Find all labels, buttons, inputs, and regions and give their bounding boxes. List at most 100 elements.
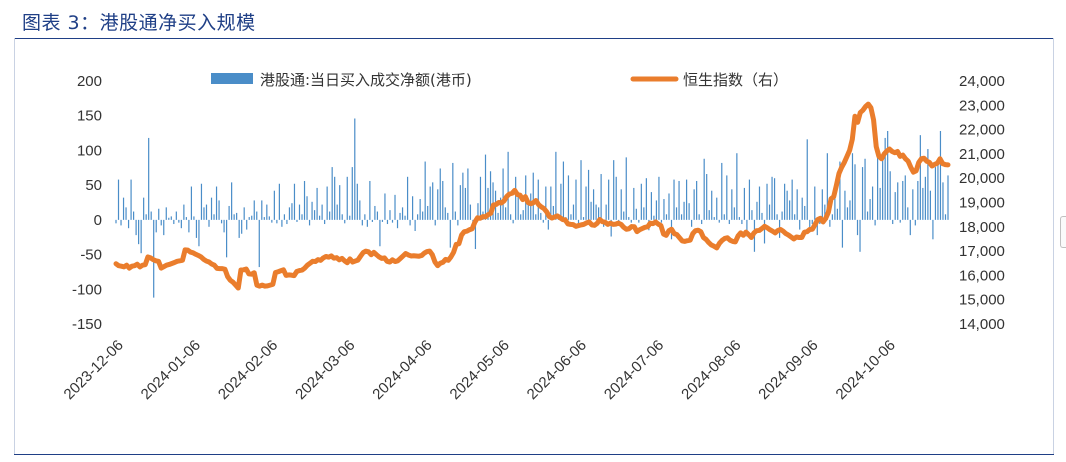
net-buy-bar <box>231 182 233 220</box>
net-buy-bar <box>572 204 575 220</box>
net-buy-bar <box>205 204 208 220</box>
net-buy-bar <box>552 205 554 220</box>
net-buy-bar <box>947 175 949 220</box>
x-tick-label: 2024-06-06 <box>524 337 590 403</box>
net-buy-bar <box>522 210 524 220</box>
net-buy-bar <box>668 193 670 220</box>
net-buy-bar <box>429 186 431 220</box>
net-buy-bar <box>316 187 318 220</box>
net-buy-bar <box>711 190 713 220</box>
net-buy-bar <box>623 211 625 220</box>
net-buy-bar <box>512 219 514 224</box>
net-buy-bar <box>721 162 723 220</box>
net-buy-bar <box>932 219 934 240</box>
net-buy-bar <box>261 200 263 220</box>
y-right-tick-label: 16,000 <box>959 267 1005 284</box>
net-buy-bars <box>115 118 949 298</box>
net-buy-bar <box>640 183 642 220</box>
net-buy-bar <box>929 190 931 220</box>
net-buy-bar <box>680 214 683 220</box>
net-buy-bar <box>474 219 477 250</box>
net-buy-bar <box>580 160 582 220</box>
net-buy-bar <box>912 189 914 220</box>
net-buy-bar <box>884 137 886 220</box>
net-buy-bar <box>728 219 730 225</box>
net-buy-bar <box>424 161 426 220</box>
net-buy-bar <box>806 139 808 220</box>
net-buy-bar <box>168 217 170 220</box>
net-buy-bar <box>175 211 177 220</box>
net-buy-bar <box>836 208 838 220</box>
net-buy-bar <box>220 219 223 224</box>
net-buy-bar <box>620 189 622 220</box>
net-buy-bar <box>339 185 341 220</box>
net-buy-bar <box>851 153 854 220</box>
net-buy-bar <box>115 219 117 224</box>
net-buy-bar <box>831 214 833 220</box>
net-buy-bar <box>366 219 368 227</box>
net-buy-bar <box>796 189 798 220</box>
net-buy-bar <box>291 203 293 220</box>
net-buy-bar <box>919 135 921 220</box>
x-tick-label: 2024-04-06 <box>369 337 435 403</box>
net-buy-bar <box>866 211 869 220</box>
net-buy-bar <box>122 197 125 220</box>
net-buy-bar <box>417 214 419 220</box>
net-buy-bar <box>610 219 612 237</box>
net-buy-bar <box>756 201 758 220</box>
net-buy-bar <box>726 175 728 220</box>
net-buy-bar <box>238 219 240 238</box>
scrollbar-handle[interactable] <box>1060 216 1066 248</box>
net-buy-bar <box>160 219 162 226</box>
net-buy-bar <box>195 219 198 238</box>
x-tick-label: 2024-05-06 <box>447 337 513 403</box>
net-buy-bar <box>587 169 590 220</box>
net-buy-bar <box>663 199 665 220</box>
net-buy-bar <box>665 214 668 220</box>
y-axis-right: 24,000 23,000 22,000 21,000 20,000 19,000 18,0… <box>959 73 1005 333</box>
net-buy-bar <box>361 219 363 226</box>
net-buy-bar <box>824 204 826 220</box>
net-buy-bar <box>236 212 238 220</box>
net-buy-bar <box>889 171 891 220</box>
net-buy-bar <box>585 186 587 220</box>
net-buy-bar <box>497 212 499 220</box>
y-left-tick-label: -50 <box>80 247 102 264</box>
net-buy-bar <box>834 187 836 220</box>
net-buy-bar <box>718 219 720 223</box>
legend-label-bars: 港股通:当日买入成交净额(港币) <box>260 71 472 89</box>
net-buy-bar <box>447 212 449 220</box>
net-buy-bar <box>907 207 909 220</box>
net-buy-bar <box>246 219 248 230</box>
x-axis: 2023-12-06 2024-01-06 2024-02-06 2024-03-06… <box>61 337 899 403</box>
net-buy-bar <box>434 219 436 226</box>
net-buy-bar <box>917 180 919 220</box>
net-buy-bar <box>743 187 745 220</box>
y-right-tick-label: 20,000 <box>959 170 1005 187</box>
net-buy-bar <box>922 187 924 220</box>
y-right-tick-label: 19,000 <box>959 195 1005 212</box>
net-buy-bar <box>613 160 615 220</box>
net-buy-bar <box>406 176 409 220</box>
net-buy-bar <box>313 210 316 220</box>
net-buy-bar <box>794 214 796 220</box>
net-buy-bar <box>183 204 185 220</box>
x-tick-label: 2024-09-06 <box>755 337 821 403</box>
net-buy-bar <box>789 200 791 220</box>
net-buy-bar <box>882 153 884 220</box>
legend: 港股通:当日买入成交净额(港币) 恒生指数（右） <box>211 71 788 89</box>
net-buy-bar <box>190 186 193 220</box>
net-buy-bar <box>701 219 703 225</box>
net-buy-bar <box>582 217 585 220</box>
net-buy-bar <box>685 179 688 220</box>
net-buy-bar <box>329 211 331 220</box>
net-buy-bar <box>241 219 243 234</box>
net-buy-bar <box>804 205 806 220</box>
y-right-tick-label: 22,000 <box>959 122 1005 139</box>
net-buy-bar <box>484 154 487 220</box>
net-buy-bar <box>570 214 572 220</box>
net-buy-bar <box>894 192 896 220</box>
net-buy-bar <box>590 201 592 220</box>
net-buy-bar <box>449 219 451 248</box>
net-buy-bar <box>145 214 147 220</box>
